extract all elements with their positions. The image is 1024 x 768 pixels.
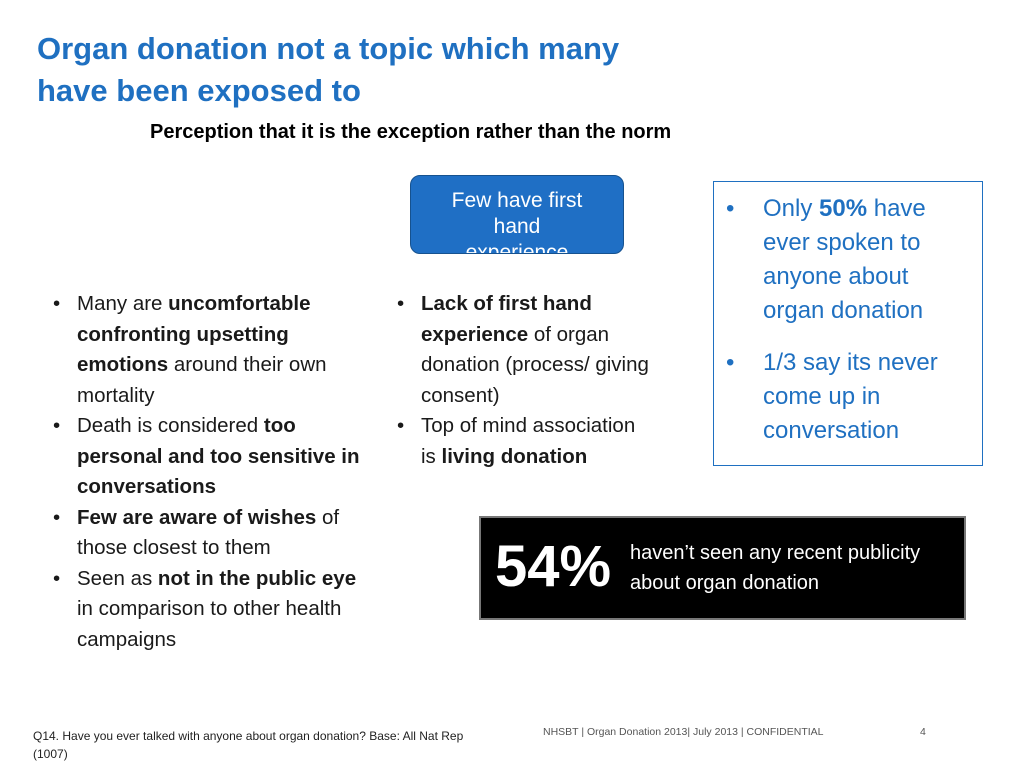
bullet-bold: not in the public eye: [157, 566, 357, 590]
middle-bullet-list: Lack of first hand experience of organ d…: [389, 289, 649, 472]
callout-line-2: hand: [493, 215, 541, 238]
bullet-bold: too personal and too sensitive in conver…: [77, 414, 360, 498]
bullet-item: Lack of first hand experience of organ d…: [389, 289, 649, 411]
bullet-bold: uncomfortable confronting upsetting emot…: [77, 292, 311, 376]
bullet-text: in comparison to other health campaigns: [77, 597, 342, 651]
bullet-bold: Lack of first hand experience: [421, 292, 592, 346]
bullet-text: Death is considered: [77, 414, 264, 437]
bullet-item: Few are aware of wishes of those closest…: [45, 503, 360, 564]
stat-box: 54% haven’t seen any recent publicity ab…: [479, 516, 966, 620]
info-item-text: Only: [763, 195, 820, 222]
bullet-text: Many are: [77, 292, 169, 315]
footnote: Q14. Have you ever talked with anyone ab…: [33, 729, 464, 761]
info-box: Only 50% have ever spoken to anyone abou…: [713, 181, 983, 466]
stat-percent: 54%: [495, 534, 612, 599]
bullet-text: of those closest to them: [77, 505, 340, 560]
bullet-bold: living donation: [441, 444, 588, 468]
bullet-item: Top of mind association is living donati…: [389, 411, 649, 472]
bullet-bold: Few are aware of wishes: [77, 505, 317, 529]
info-box-list: Only 50% have ever spoken to anyone abou…: [714, 192, 974, 448]
slide-subtitle: Perception that it is the exception rath…: [150, 121, 672, 143]
slide-title-line-1: Organ donation not a topic which many: [37, 31, 620, 66]
bullet-text: around their own mortality: [77, 353, 327, 407]
info-box-item: Only 50% have ever spoken to anyone abou…: [714, 192, 974, 328]
bullet-item: Seen as not in the public eye in compari…: [45, 564, 360, 656]
left-bullet-column: Many are uncomfortable confronting upset…: [45, 289, 360, 655]
bullet-item: Death is considered too personal and too…: [45, 411, 360, 503]
slide-title-line-2: have been exposed to: [37, 73, 361, 108]
left-bullet-list: Many are uncomfortable confronting upset…: [45, 289, 360, 655]
stat-description: haven’t seen any recent publicity about …: [630, 542, 921, 594]
bullet-text: of organ donation (process/ giving conse…: [421, 322, 649, 407]
callout-line-1: Few have first: [451, 189, 583, 212]
bullet-item: Many are uncomfortable confronting upset…: [45, 289, 360, 411]
page-number: 4: [920, 726, 926, 738]
callout-line-3: experience: [465, 241, 569, 254]
info-item-text: 1/3 say its never come up in conversatio…: [763, 349, 938, 444]
middle-bullet-column: Lack of first hand experience of organ d…: [389, 289, 649, 472]
info-box-item: 1/3 say its never come up in conversatio…: [714, 346, 974, 448]
info-item-text: have ever spoken to anyone about organ d…: [763, 195, 926, 324]
bullet-text: Seen as: [77, 566, 158, 590]
info-item-bold: 50%: [819, 195, 868, 222]
callout-box: Few have first hand experience: [410, 175, 624, 254]
footer-meta: NHSBT | Organ Donation 2013| July 2013 |…: [543, 726, 824, 738]
bullet-text: Top of mind association is: [421, 414, 636, 468]
slide-title: Organ donation not a topic which many ha…: [37, 28, 797, 112]
